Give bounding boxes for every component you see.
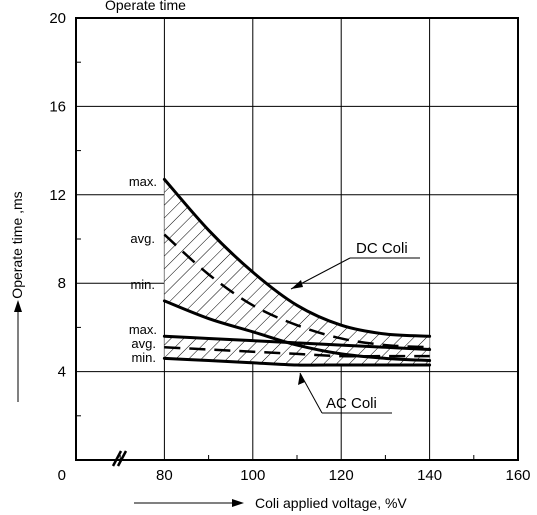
y-tick-label: 4 bbox=[58, 364, 66, 381]
y-tick-label: 20 bbox=[49, 10, 66, 27]
ac-coli-arrow-icon bbox=[298, 373, 305, 385]
y-axis-arrow-icon bbox=[14, 300, 22, 312]
ac-max-label: max. bbox=[129, 322, 157, 337]
ac-avg-label: avg. bbox=[131, 336, 156, 351]
dc-max-label: max. bbox=[129, 174, 157, 189]
x-tick-label: 100 bbox=[240, 467, 265, 484]
ac-max-curve bbox=[162, 334, 432, 351]
x-tick-label: 140 bbox=[417, 467, 442, 484]
dc-min-curve bbox=[162, 299, 432, 363]
y-tick-label: 8 bbox=[58, 275, 66, 292]
axis-break-icon bbox=[111, 450, 128, 467]
dc-avg-curve bbox=[163, 233, 430, 349]
ac-min-label: min. bbox=[131, 350, 156, 365]
ac-avg-curve bbox=[164, 346, 430, 358]
grid bbox=[76, 18, 518, 460]
x-axis-arrow-icon bbox=[232, 499, 244, 507]
x-axis-title: Coli applied voltage, %V bbox=[255, 495, 407, 511]
chart-title: Operate time bbox=[105, 0, 186, 13]
dc-max-curve bbox=[162, 177, 432, 338]
dc-avg-label: avg. bbox=[130, 231, 155, 246]
y-axis-title: Operate time ,ms bbox=[9, 191, 25, 298]
ac-coli-label: AC Coli bbox=[326, 395, 377, 412]
x-tick-label: 160 bbox=[505, 467, 530, 484]
x-origin-label: 0 bbox=[58, 467, 66, 484]
ac-min-curve bbox=[162, 356, 432, 367]
x-tick-labels: 80 100 120 140 160 bbox=[156, 467, 530, 484]
series-curves bbox=[162, 177, 432, 367]
dc-band-hatch bbox=[164, 179, 430, 361]
x-tick-label: 80 bbox=[156, 467, 173, 484]
y-tick-label: 16 bbox=[49, 98, 66, 115]
dc-coli-arrow-icon bbox=[291, 280, 303, 289]
dc-coli-label: DC Coli bbox=[356, 240, 408, 257]
y-tick-label: 12 bbox=[49, 187, 66, 204]
x-tick-label: 120 bbox=[329, 467, 354, 484]
plot-frame bbox=[75, 17, 519, 461]
y-tick-labels: 4 8 12 16 20 bbox=[49, 10, 66, 381]
dc-min-label: min. bbox=[130, 277, 155, 292]
